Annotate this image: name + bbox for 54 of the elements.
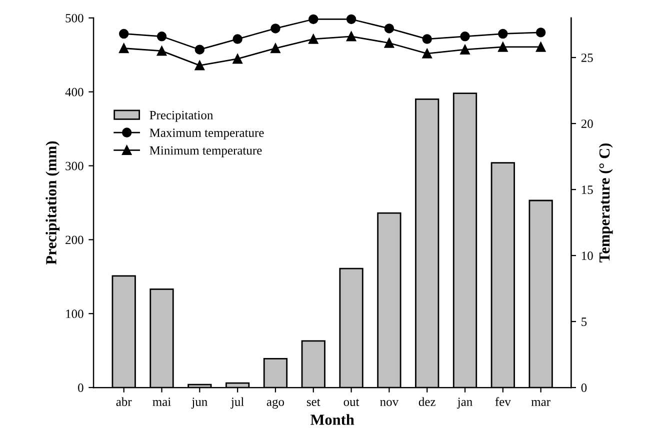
- x-tick-label: out: [344, 398, 360, 406]
- point: [118, 28, 129, 39]
- y2-tick-label: 20: [581, 120, 593, 128]
- x-axis-title: Month: [310, 414, 354, 425]
- point: [232, 54, 242, 64]
- point: [422, 48, 432, 58]
- point: [422, 34, 432, 44]
- y2-tick-label: 10: [582, 252, 593, 260]
- point: [194, 60, 205, 70]
- point: [232, 34, 242, 44]
- y-tick-label: 0: [78, 384, 84, 392]
- point: [536, 42, 546, 52]
- y-tick-label: 100: [66, 310, 84, 318]
- point: [384, 38, 394, 48]
- y2-tick-label: 15: [582, 186, 593, 194]
- x-tick-label: jun: [191, 398, 208, 409]
- y-axis-title: Precipitation (mm): [46, 141, 60, 264]
- point: [536, 28, 546, 38]
- point: [194, 44, 205, 54]
- point: [460, 32, 470, 42]
- x-tick-label: ago: [266, 399, 284, 409]
- point: [498, 28, 508, 39]
- legend-label: Maximum temperature: [150, 128, 264, 140]
- x-tick-label: mar: [531, 400, 550, 406]
- point: [308, 14, 318, 24]
- y-tick-label: 500: [66, 14, 84, 22]
- point: [270, 43, 280, 54]
- x-tick-label: dez: [418, 397, 436, 406]
- legend-label: Precipitation: [150, 110, 214, 122]
- y2-tick-label: 0: [581, 384, 587, 392]
- point: [460, 44, 470, 54]
- x-tick-label: mai: [152, 398, 171, 406]
- y2-axis-title: Temperature (° C): [598, 143, 613, 262]
- point: [308, 34, 318, 44]
- x-tick-label: set: [306, 398, 320, 406]
- point: [156, 46, 167, 56]
- point: [118, 43, 129, 54]
- y2-tick-label: 5: [582, 318, 587, 326]
- y-tick-label: 300: [66, 162, 84, 170]
- y-tick-label: 200: [66, 236, 84, 244]
- y2-tick-label: 25: [581, 54, 593, 62]
- x-tick-label: nov: [380, 400, 399, 406]
- point: [498, 42, 508, 52]
- point: [270, 24, 280, 34]
- point: [346, 32, 356, 42]
- x-tick-label: jan: [457, 398, 472, 409]
- x-tick-label: fev: [495, 397, 511, 406]
- x-tick-label: abr: [116, 397, 132, 406]
- point: [156, 32, 167, 42]
- x-tick-label: jul: [230, 397, 244, 409]
- point: [346, 14, 356, 24]
- legend-label: Minimum temperature: [150, 146, 262, 158]
- y-tick-label: 400: [65, 88, 84, 96]
- point: [384, 24, 394, 34]
